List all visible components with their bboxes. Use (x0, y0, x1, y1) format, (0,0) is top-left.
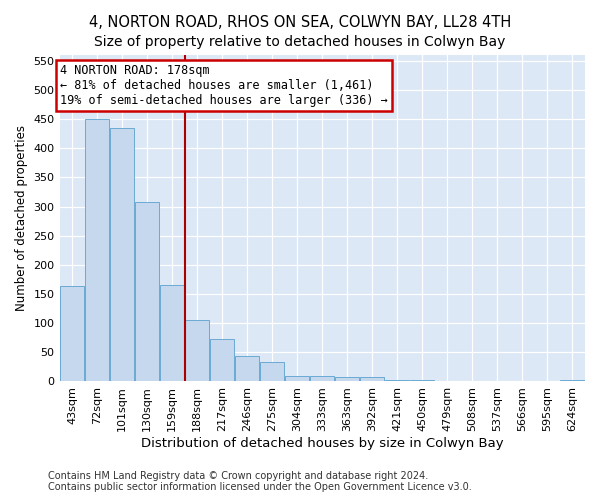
Bar (335, 377, 359, 382)
Bar (435, 381, 460, 382)
Text: 4 NORTON ROAD: 178sqm
← 81% of detached houses are smaller (1,461)
19% of semi-d: 4 NORTON ROAD: 178sqm ← 81% of detached … (60, 64, 388, 106)
Bar (185, 320, 209, 382)
Bar (385, 380, 409, 382)
Bar (60, 286, 84, 382)
Bar (235, 356, 259, 382)
Text: Size of property relative to detached houses in Colwyn Bay: Size of property relative to detached ho… (94, 35, 506, 49)
Bar (260, 362, 284, 382)
Bar (511, 381, 535, 382)
Text: Contains HM Land Registry data © Crown copyright and database right 2024.
Contai: Contains HM Land Registry data © Crown c… (48, 471, 472, 492)
Bar (135, 202, 159, 382)
Bar (485, 381, 509, 382)
Y-axis label: Number of detached properties: Number of detached properties (15, 125, 28, 311)
Bar (85, 119, 109, 382)
X-axis label: Distribution of detached houses by size in Colwyn Bay: Distribution of detached houses by size … (141, 437, 503, 450)
Bar (210, 339, 235, 382)
Bar (160, 286, 184, 382)
Bar (360, 377, 385, 382)
Bar (410, 380, 434, 382)
Bar (285, 376, 310, 382)
Bar (535, 381, 560, 382)
Text: 4, NORTON ROAD, RHOS ON SEA, COLWYN BAY, LL28 4TH: 4, NORTON ROAD, RHOS ON SEA, COLWYN BAY,… (89, 15, 511, 30)
Bar (110, 128, 134, 382)
Bar (310, 376, 334, 382)
Bar (460, 381, 485, 382)
Bar (560, 380, 584, 382)
